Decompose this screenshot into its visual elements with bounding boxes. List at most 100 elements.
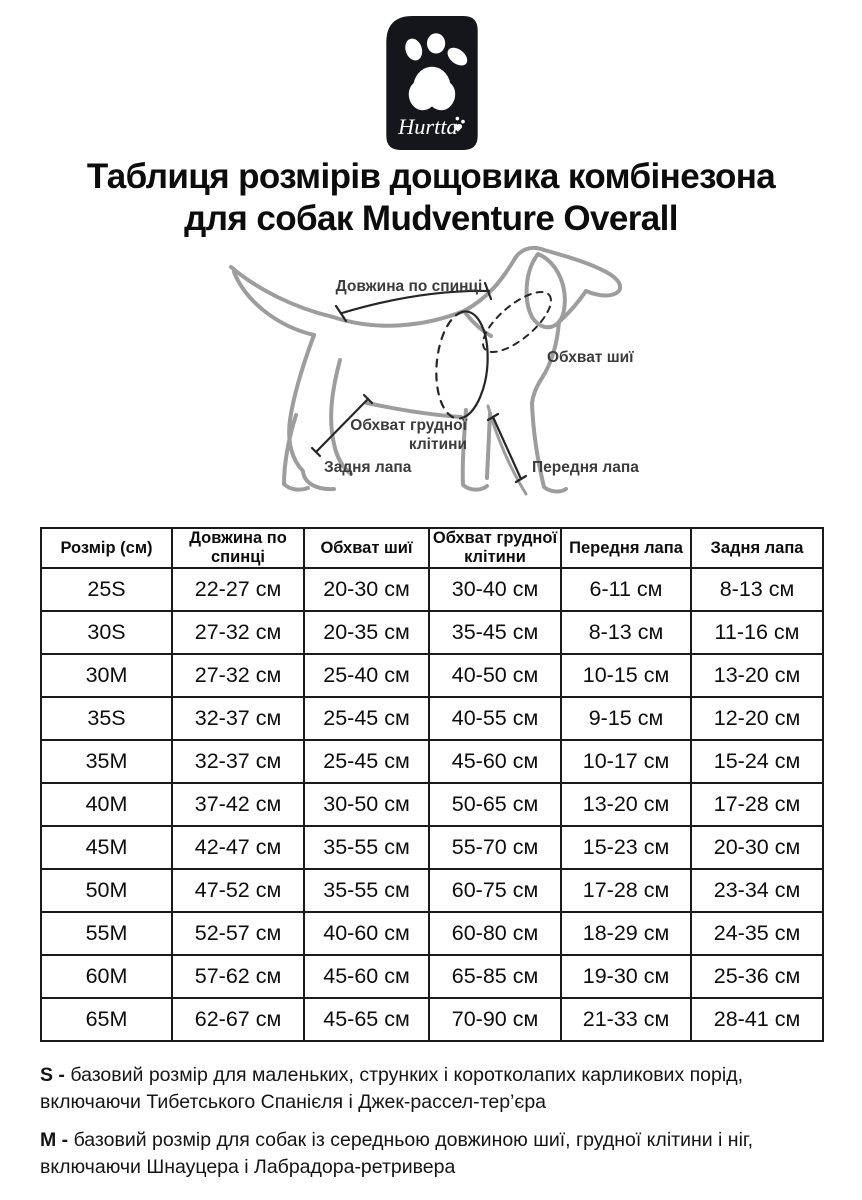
- header-cell: Довжина по спинці: [171, 527, 305, 569]
- paw-icon: [405, 33, 468, 111]
- size-table-body: 25S 22-27 см 20-30 см 30-40 см 6-11 см 8-13 с…: [40, 567, 824, 1042]
- table-cell: 60-80 см: [428, 911, 562, 956]
- table-cell: 15-24 см: [690, 739, 824, 784]
- label-back-length: Довжина по спинці: [336, 278, 483, 295]
- table-cell: 35S: [40, 696, 173, 741]
- table-cell: 70-90 см: [428, 997, 562, 1042]
- table-row: 55M 52-57 см 40-60 см 60-80 см 18-29 см 24-35…: [40, 911, 824, 956]
- table-cell: 35-45 см: [428, 610, 562, 655]
- table-row: 35M 32-37 см 25-45 см 45-60 см 10-17 см 15-24…: [40, 739, 824, 784]
- table-row: 25S 22-27 см 20-30 см 30-40 см 6-11 см 8-13 с…: [40, 567, 824, 612]
- table-cell: 25-45 см: [303, 696, 430, 741]
- table-cell: 17-28 см: [560, 868, 692, 913]
- measurement-lines: [310, 281, 552, 484]
- table-cell: 35M: [40, 739, 173, 784]
- table-cell: 20-30 см: [303, 567, 430, 612]
- table-cell: 13-20 см: [560, 782, 692, 827]
- header-cell: Розмір (см): [40, 527, 173, 569]
- table-cell: 50M: [40, 868, 173, 913]
- dog-measurement-diagram: Довжина по спинці Обхват шиї Обхват груд…: [229, 245, 639, 496]
- table-cell: 40-60 см: [303, 911, 430, 956]
- table-cell: 30-50 см: [303, 782, 430, 827]
- size-table: Розмір (см) Довжина по спинці Обхват шиї Об…: [40, 527, 824, 1042]
- table-cell: 32-37 см: [171, 696, 305, 741]
- table-cell: 6-11 см: [560, 567, 692, 612]
- label-hind-leg: Задня лапа: [324, 459, 412, 476]
- table-cell: 25S: [40, 567, 173, 612]
- table-row: 40M 37-42 см 30-50 см 50-65 см 13-20 см 17-28…: [40, 782, 824, 827]
- table-cell: 17-28 см: [690, 782, 824, 827]
- table-cell: 27-32 см: [171, 653, 305, 698]
- table-cell: 28-41 см: [690, 997, 824, 1042]
- table-cell: 45-60 см: [303, 954, 430, 999]
- table-cell: 50-65 см: [428, 782, 562, 827]
- header-cell: Обхват шиї: [303, 527, 430, 569]
- table-cell: 45-65 см: [303, 997, 430, 1042]
- table-cell: 57-62 см: [171, 954, 305, 999]
- header-cell: Задня лапа: [690, 527, 824, 569]
- table-cell: 25-36 см: [690, 954, 824, 999]
- table-cell: 10-17 см: [560, 739, 692, 784]
- label-front-leg: Передня лапа: [532, 459, 639, 476]
- header-row: Розмір (см) Довжина по спинці Обхват шиї Об…: [40, 527, 824, 569]
- table-cell: 18-29 см: [560, 911, 692, 956]
- table-row: 60M 57-62 см 45-60 см 65-85 см 19-30 см 25-36…: [40, 954, 824, 999]
- table-cell: 30M: [40, 653, 173, 698]
- page-title: Таблиця розмірів дощовика комбінезона дл…: [0, 156, 862, 240]
- table-cell: 40M: [40, 782, 173, 827]
- table-cell: 45M: [40, 825, 173, 870]
- size-notes: S - базовий розмір для маленьких, струнк…: [40, 1062, 832, 1192]
- table-cell: 40-55 см: [428, 696, 562, 741]
- table-cell: 60M: [40, 954, 173, 999]
- table-cell: 55M: [40, 911, 173, 956]
- table-row: 30M 27-32 см 25-40 см 40-50 см 10-15 см 13-20…: [40, 653, 824, 698]
- table-cell: 24-35 см: [690, 911, 824, 956]
- table-cell: 13-20 см: [690, 653, 824, 698]
- note-m: M - базовий розмір для собак із середньо…: [40, 1127, 832, 1181]
- neck-girth-line-dashed: [482, 291, 552, 353]
- back-length-line: [340, 289, 491, 315]
- table-cell: 47-52 см: [171, 868, 305, 913]
- table-cell: 65-85 см: [428, 954, 562, 999]
- table-cell: 32-37 см: [171, 739, 305, 784]
- chest-girth-line-solid: [460, 310, 489, 420]
- table-cell: 55-70 см: [428, 825, 562, 870]
- logo-brand-text: Hurtta: [397, 114, 458, 139]
- table-cell: 10-15 см: [560, 653, 692, 698]
- note-m-text: базовий розмір для собак із середньою до…: [40, 1129, 754, 1178]
- table-cell: 35-55 см: [303, 868, 430, 913]
- table-cell: 20-30 см: [690, 825, 824, 870]
- table-cell: 45-60 см: [428, 739, 562, 784]
- chest-girth-line-dashed: [435, 310, 464, 420]
- table-cell: 25-45 см: [303, 739, 430, 784]
- table-cell: 20-35 см: [303, 610, 430, 655]
- table-cell: 27-32 см: [171, 610, 305, 655]
- hind-leg-line: [314, 397, 370, 454]
- note-s-text: базовий розмір для маленьких, струнких і…: [40, 1064, 743, 1113]
- table-row: 45M 42-47 см 35-55 см 55-70 см 15-23 см 20-30…: [40, 825, 824, 870]
- table-cell: 22-27 см: [171, 567, 305, 612]
- note-s: S - базовий розмір для маленьких, струнк…: [40, 1062, 832, 1116]
- front-leg-line: [491, 415, 523, 481]
- table-cell: 8-13 см: [560, 610, 692, 655]
- table-cell: 21-33 см: [560, 997, 692, 1042]
- header-cell: Передня лапа: [560, 527, 692, 569]
- table-cell: 23-34 см: [690, 868, 824, 913]
- table-cell: 30S: [40, 610, 173, 655]
- label-chest-girth-line1: Обхват грудної: [350, 417, 467, 434]
- note-s-prefix: S -: [40, 1064, 65, 1086]
- header-cell: Обхват грудної клітини: [428, 527, 562, 569]
- table-cell: 42-47 см: [171, 825, 305, 870]
- label-chest-girth-line2: клітини: [409, 436, 467, 453]
- table-cell: 62-67 см: [171, 997, 305, 1042]
- note-m-prefix: M -: [40, 1129, 69, 1151]
- label-neck-girth: Обхват шиї: [547, 349, 634, 366]
- table-cell: 15-23 см: [560, 825, 692, 870]
- page-title-line1: Таблиця розмірів дощовика комбінезона: [86, 157, 776, 196]
- table-cell: 30-40 см: [428, 567, 562, 612]
- table-cell: 11-16 см: [690, 610, 824, 655]
- table-row: 50M 47-52 см 35-55 см 60-75 см 17-28 см 23-34…: [40, 868, 824, 913]
- table-row: 30S 27-32 см 20-35 см 35-45 см 8-13 см 11-16 …: [40, 610, 824, 655]
- table-cell: 35-55 см: [303, 825, 430, 870]
- logo-mini-paw-icon: [453, 116, 465, 132]
